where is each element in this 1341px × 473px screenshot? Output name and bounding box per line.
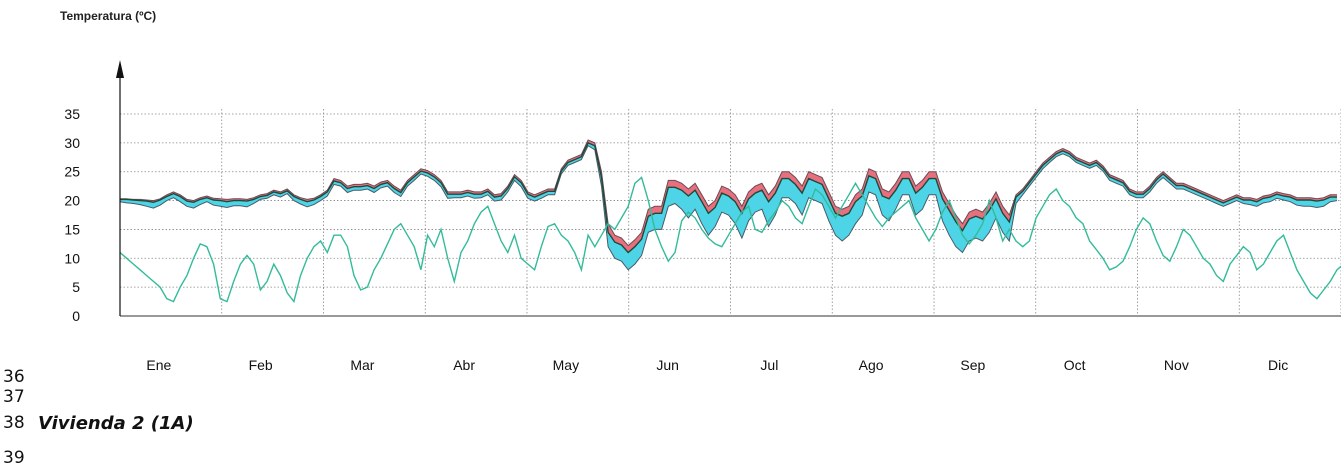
- line-number: 37: [3, 387, 25, 407]
- x-tick-label: Ago: [859, 357, 884, 373]
- x-tick-label: Abr: [453, 357, 475, 373]
- y-tick-label: 35: [64, 106, 80, 122]
- y-tick-label: 0: [72, 308, 80, 324]
- x-tick-label: Oct: [1064, 357, 1086, 373]
- upper-series-line: [120, 139, 1337, 247]
- line-number: 36: [3, 367, 25, 387]
- x-tick-label: Jun: [656, 357, 679, 373]
- chart-lines: [119, 139, 1341, 304]
- x-tick-label: Dic: [1268, 357, 1288, 373]
- y-tick-label: 5: [72, 279, 80, 295]
- y-tick-label: 15: [64, 221, 80, 237]
- line-number: 38: [3, 413, 25, 433]
- x-tick-label: Mar: [350, 357, 374, 373]
- chart-axes: [116, 60, 1341, 317]
- x-tick-label: Ene: [146, 357, 171, 373]
- x-tick-label: Nov: [1164, 357, 1189, 373]
- blue-band-area: [120, 142, 1337, 270]
- y-tick-label: 20: [64, 193, 80, 209]
- x-tick-label: Jul: [760, 357, 778, 373]
- y-axis-title: Temperatura (ºC): [60, 9, 157, 23]
- x-tick-label: Feb: [249, 357, 273, 373]
- lower-series-line: [119, 144, 1338, 271]
- x-tick-label: May: [553, 357, 579, 373]
- y-axis-arrow: [116, 60, 124, 78]
- middle-series-line: [120, 141, 1337, 254]
- figure-caption: Vivienda 2 (1A): [38, 413, 194, 434]
- line-number: 39: [3, 448, 25, 468]
- y-tick-labels: 0 5 10 15 20 25 30 35: [64, 106, 80, 324]
- y-tick-label: 10: [64, 250, 80, 266]
- y-tick-label: 30: [64, 135, 80, 151]
- x-tick-labels: Ene Feb Mar Abr May Jun Jul Ago Sep Oct Nov Dic: [146, 357, 1288, 373]
- outdoor-series-line: [119, 176, 1341, 304]
- y-tick-label: 25: [64, 164, 80, 180]
- x-tick-label: Sep: [960, 357, 985, 373]
